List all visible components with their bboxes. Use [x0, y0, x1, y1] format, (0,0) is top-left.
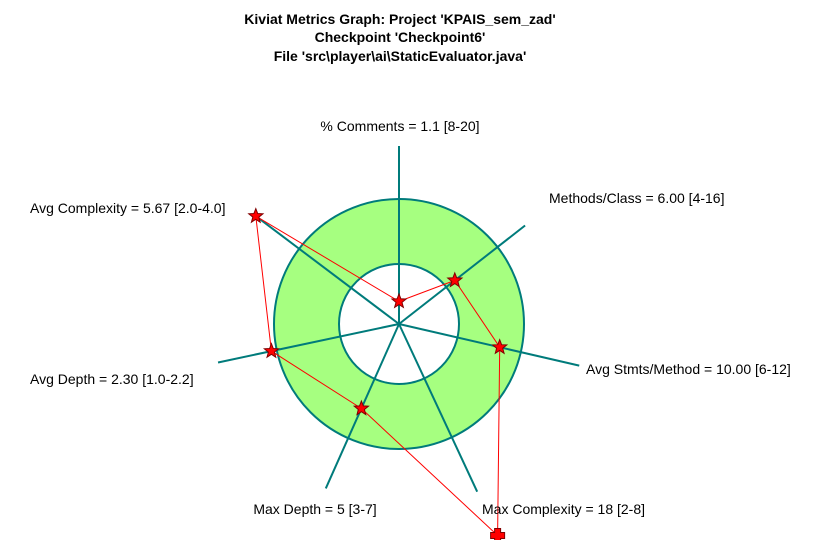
value-marker-3	[490, 527, 506, 540]
axis-label-5: Avg Depth = 2.30 [1.0-2.2]	[30, 371, 194, 387]
axis-label-6: Avg Complexity = 5.67 [2.0-4.0]	[30, 200, 225, 216]
value-marker-1	[446, 271, 464, 288]
value-marker-0	[390, 292, 408, 309]
axis-line-3	[398, 323, 479, 493]
value-marker-5	[262, 342, 280, 359]
axis-label-0: % Comments = 1.1 [8-20]	[320, 118, 479, 134]
chart-title-line-3: File 'src\player\ai\StaticEvaluator.java…	[274, 48, 527, 64]
axis-label-3: Max Complexity = 18 [2-8]	[482, 501, 645, 517]
chart-title-line-2: Checkpoint 'Checkpoint6'	[315, 29, 486, 45]
value-marker-4	[352, 399, 370, 416]
axis-labels: % Comments = 1.1 [8-20] Methods/Class = 6…	[30, 118, 791, 517]
axis-line-6	[258, 217, 400, 325]
axis-label-2: Avg Stmts/Method = 10.00 [6-12]	[586, 361, 791, 377]
axis-line-5	[217, 323, 400, 364]
band-fill	[274, 199, 524, 449]
value-marker-6	[247, 207, 265, 224]
value-polygon	[255, 215, 501, 537]
axis-label-1: Methods/Class = 6.00 [4-16]	[549, 190, 725, 206]
value-polygon-outline	[255, 215, 501, 537]
value-marker-2	[491, 338, 509, 355]
axis-line-1	[398, 224, 526, 325]
axis-line-2	[398, 323, 580, 367]
value-markers	[247, 207, 509, 540]
chart-title-line-1: Kiviat Metrics Graph: Project 'KPAIS_sem…	[244, 11, 555, 27]
axis-label-4: Max Depth = 5 [3-7]	[253, 501, 376, 517]
